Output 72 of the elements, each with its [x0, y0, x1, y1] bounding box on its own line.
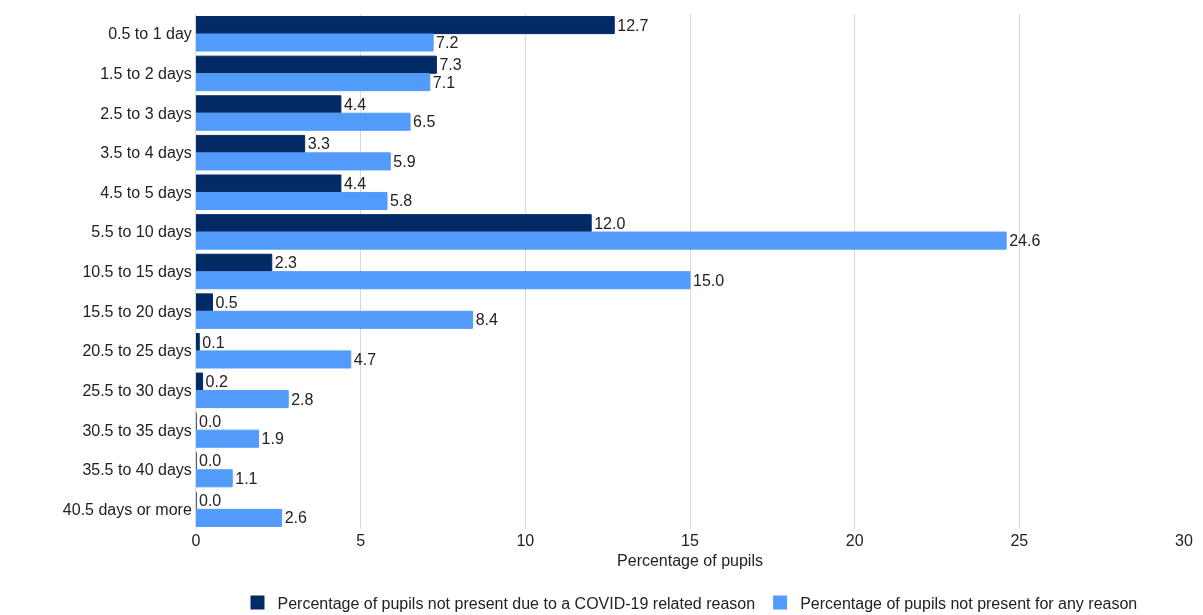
y-tick-label: 40.5 days or more — [62, 500, 192, 518]
data-label: 12.0 — [594, 214, 626, 232]
bar — [196, 174, 342, 193]
data-label: 0.1 — [202, 333, 225, 351]
bar — [196, 95, 342, 114]
data-label: 2.6 — [284, 509, 307, 527]
data-label: 6.5 — [413, 113, 436, 131]
y-tick-label: 20.5 to 25 days — [82, 342, 192, 360]
data-label: 1.9 — [261, 430, 284, 448]
bar — [196, 310, 474, 329]
bar — [196, 112, 411, 131]
y-tick-label: 10.5 to 15 days — [82, 263, 192, 281]
bar — [196, 214, 592, 233]
bar — [196, 253, 273, 272]
bar — [196, 33, 434, 52]
x-tick-label: 15 — [681, 532, 699, 549]
x-tick-label: 20 — [845, 532, 864, 549]
data-label: 2.8 — [291, 390, 314, 408]
bar — [196, 293, 213, 312]
data-label: 5.9 — [393, 152, 416, 170]
bar — [196, 55, 437, 74]
data-label: 0.5 — [215, 293, 238, 311]
bar — [196, 390, 289, 409]
bar — [196, 271, 691, 290]
y-tick-label: 2.5 to 3 days — [100, 104, 192, 122]
bar — [196, 469, 233, 488]
y-tick-label: 0.5 to 1 day — [108, 25, 192, 43]
x-tick-label: 30 — [1175, 532, 1193, 549]
data-label: 0.0 — [199, 412, 222, 430]
bar — [196, 332, 200, 352]
data-label: 2.3 — [274, 254, 298, 272]
x-tick-label: 5 — [356, 532, 366, 549]
bar — [196, 191, 388, 211]
bar — [196, 350, 352, 369]
data-label: 4.4 — [343, 95, 367, 113]
data-label: 15.0 — [693, 271, 725, 289]
x-tick-label: 10 — [516, 532, 535, 549]
data-label: 4.7 — [353, 350, 377, 368]
bar — [196, 231, 1007, 250]
bar — [196, 73, 431, 92]
data-label: 0.0 — [199, 491, 222, 509]
data-label: 4.4 — [343, 175, 367, 193]
data-label: 12.7 — [617, 16, 649, 34]
data-label: 7.1 — [432, 73, 456, 91]
data-label: 3.3 — [307, 135, 331, 153]
bar — [196, 508, 283, 527]
bar — [196, 372, 204, 391]
bar — [196, 16, 615, 35]
data-label: 5.8 — [390, 192, 413, 210]
data-label: 7.3 — [439, 56, 462, 74]
y-tick-label: 3.5 to 4 days — [100, 144, 192, 162]
data-label: 1.1 — [235, 469, 258, 487]
bar — [196, 152, 391, 171]
y-tick-label: 15.5 to 20 days — [82, 302, 192, 320]
y-tick-label: 5.5 to 10 days — [91, 223, 192, 241]
data-label: 0.0 — [199, 452, 222, 470]
y-tick-label: 25.5 to 30 days — [82, 381, 192, 399]
data-label: 8.4 — [475, 311, 498, 329]
bar — [196, 134, 306, 153]
y-tick-label: 30.5 to 35 days — [82, 421, 192, 439]
x-axis-title: Percentage of pupils — [617, 551, 763, 569]
bar — [196, 429, 260, 448]
data-label: 7.2 — [436, 34, 459, 52]
y-tick-label: 35.5 to 40 days — [82, 461, 192, 479]
x-tick-label: 25 — [1010, 532, 1029, 549]
data-label: 0.2 — [205, 373, 228, 391]
data-label: 24.6 — [1009, 232, 1041, 250]
legend-label: Percentage of pupils not present for any reason — [800, 594, 1138, 612]
legend-label: Percentage of pupils not present due to a COVID-19 related reason — [277, 594, 756, 612]
x-tick-label: 0 — [191, 532, 201, 549]
y-tick-label: 1.5 to 2 days — [100, 65, 192, 83]
y-tick-label: 4.5 to 5 days — [100, 183, 192, 201]
